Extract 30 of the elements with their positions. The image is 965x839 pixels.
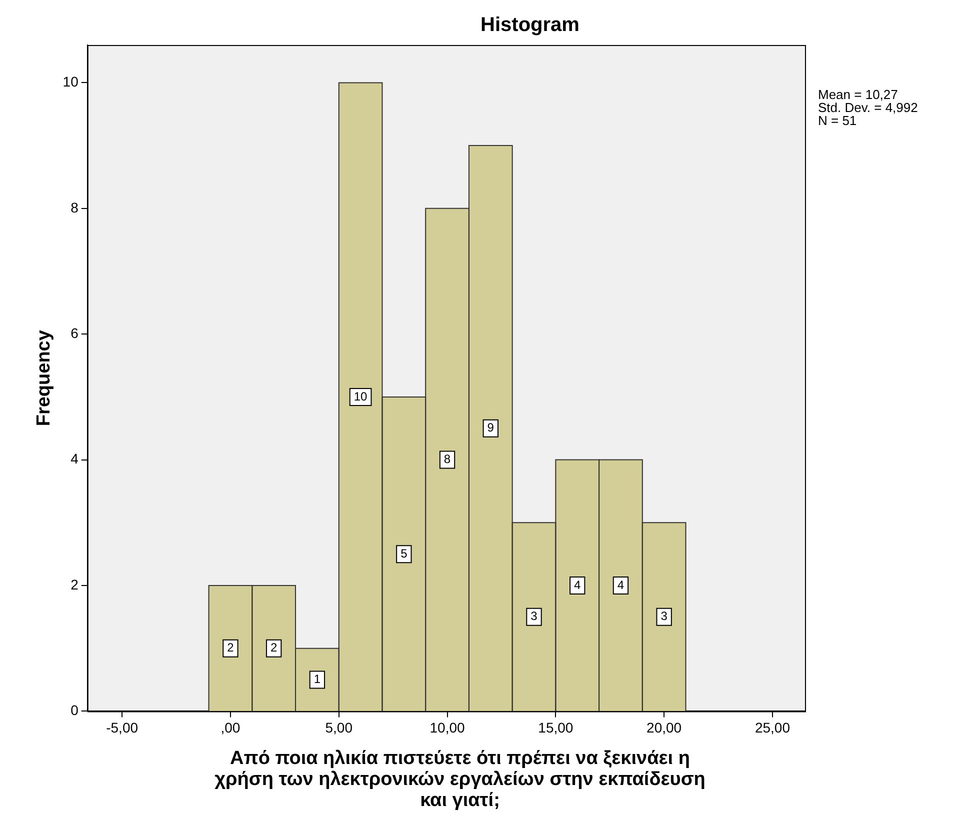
x-tick-label: 20,00 (646, 719, 682, 736)
data-label: 4 (617, 578, 624, 592)
data-label: 1 (314, 672, 321, 686)
y-tick-label: 10 (62, 74, 79, 90)
y-tick-label: 6 (70, 324, 79, 341)
data-label: 2 (227, 640, 234, 655)
data-label: 4 (574, 578, 582, 592)
x-tick-label: 25,00 (754, 719, 790, 736)
x-tick-label: ,00 (220, 719, 240, 736)
data-label: 9 (487, 420, 494, 435)
x-tick-label: 5,00 (325, 719, 353, 736)
x-tick-label: 10,00 (430, 719, 465, 736)
y-tick-label: 8 (70, 199, 79, 216)
data-label: 5 (400, 546, 408, 560)
data-label: 2 (270, 640, 278, 655)
data-label: 3 (660, 609, 668, 624)
y-tick-label: 0 (70, 702, 79, 718)
text: Mean = 10,27 (818, 87, 899, 102)
chart-title: Histogram (480, 14, 580, 37)
x-tick-label: -5,00 (106, 719, 138, 736)
data-label: 10 (354, 389, 368, 404)
data-label: 8 (444, 452, 451, 466)
y-tick-label: 4 (70, 450, 79, 467)
data-label: 3 (530, 609, 538, 624)
text: N = 51 (818, 113, 858, 128)
x-axis-title: Από ποια ηλικία πιστεύετε ότι πρέπει να ξεκινάει η χρήση των ηλεκτρονικών εργαλείων στην εκπαίδευση και γιατί; (214, 748, 706, 811)
y-axis-title: Frequency (34, 330, 55, 426)
text: Std. Dev. = 4,992 (818, 100, 918, 115)
y-tick-label: 2 (70, 576, 79, 592)
x-tick-label: 15,00 (538, 719, 574, 736)
